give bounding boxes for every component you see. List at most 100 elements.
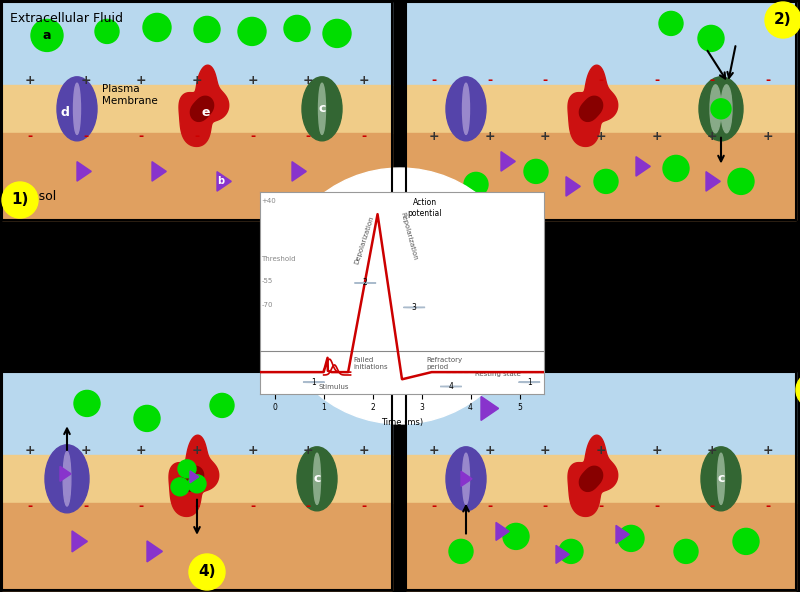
Polygon shape xyxy=(616,526,630,543)
Ellipse shape xyxy=(701,447,741,511)
Ellipse shape xyxy=(721,85,732,133)
Ellipse shape xyxy=(446,447,486,511)
Text: +: + xyxy=(359,445,370,458)
Circle shape xyxy=(796,372,800,408)
Bar xyxy=(406,2,796,220)
Text: +: + xyxy=(763,130,774,143)
Text: -: - xyxy=(194,130,199,143)
Text: Plasma
Membrane: Plasma Membrane xyxy=(102,84,158,106)
Text: -: - xyxy=(710,500,715,513)
Text: +: + xyxy=(192,445,202,458)
Circle shape xyxy=(2,182,38,218)
Text: -: - xyxy=(138,500,144,513)
Text: c: c xyxy=(314,472,321,485)
Text: Extracellular Fluid: Extracellular Fluid xyxy=(10,12,123,25)
Bar xyxy=(406,455,796,503)
Polygon shape xyxy=(496,522,509,540)
Ellipse shape xyxy=(710,85,721,133)
Text: Action
potential: Action potential xyxy=(407,198,442,218)
Text: +40: +40 xyxy=(262,198,276,204)
Text: +: + xyxy=(25,75,35,88)
Text: -: - xyxy=(710,75,715,88)
Bar xyxy=(2,372,392,590)
Circle shape xyxy=(663,155,689,181)
Text: +: + xyxy=(429,445,439,458)
Circle shape xyxy=(171,478,189,496)
Polygon shape xyxy=(217,172,231,191)
Circle shape xyxy=(194,17,220,43)
Text: 1: 1 xyxy=(311,378,316,387)
Text: +: + xyxy=(596,445,606,458)
Circle shape xyxy=(440,386,462,387)
Text: +: + xyxy=(192,75,202,88)
Text: +: + xyxy=(429,130,439,143)
Text: +: + xyxy=(80,75,91,88)
Text: -: - xyxy=(598,500,603,513)
Circle shape xyxy=(733,529,759,554)
Text: -: - xyxy=(362,500,366,513)
Circle shape xyxy=(711,99,731,119)
Circle shape xyxy=(210,394,234,417)
Circle shape xyxy=(134,406,160,432)
Bar xyxy=(406,85,796,133)
Text: +: + xyxy=(303,445,314,458)
Text: +: + xyxy=(247,75,258,88)
Polygon shape xyxy=(636,157,650,176)
Circle shape xyxy=(188,475,206,493)
Polygon shape xyxy=(579,466,602,491)
Text: Stimulus: Stimulus xyxy=(318,384,350,390)
Polygon shape xyxy=(481,397,498,420)
Ellipse shape xyxy=(699,77,743,141)
Text: d: d xyxy=(61,107,70,120)
Text: -: - xyxy=(654,500,659,513)
Text: +: + xyxy=(80,445,91,458)
Ellipse shape xyxy=(462,83,470,134)
Ellipse shape xyxy=(45,445,89,513)
Circle shape xyxy=(765,2,800,38)
Polygon shape xyxy=(72,531,87,552)
Text: -: - xyxy=(83,130,88,143)
Circle shape xyxy=(503,523,529,549)
Polygon shape xyxy=(556,545,570,564)
Text: -: - xyxy=(487,75,492,88)
Polygon shape xyxy=(181,466,203,491)
Text: +: + xyxy=(484,445,495,458)
Text: -: - xyxy=(542,75,548,88)
Text: -: - xyxy=(766,500,770,513)
Polygon shape xyxy=(60,466,71,481)
Bar xyxy=(406,372,796,455)
Polygon shape xyxy=(501,152,515,171)
Bar xyxy=(2,2,392,220)
Text: +: + xyxy=(651,130,662,143)
Polygon shape xyxy=(566,176,580,196)
X-axis label: Time (ms): Time (ms) xyxy=(381,418,423,427)
Text: +: + xyxy=(540,130,550,143)
Text: +: + xyxy=(707,445,718,458)
Text: Resting state: Resting state xyxy=(475,371,521,378)
Bar xyxy=(406,133,796,220)
Text: a: a xyxy=(42,29,51,42)
Text: -: - xyxy=(654,75,659,88)
Circle shape xyxy=(284,15,310,41)
Ellipse shape xyxy=(74,83,81,134)
Circle shape xyxy=(354,282,376,284)
Text: 2: 2 xyxy=(363,278,368,288)
Text: -: - xyxy=(27,130,33,143)
Bar xyxy=(2,455,392,503)
Circle shape xyxy=(659,11,683,36)
Text: -: - xyxy=(306,500,311,513)
Text: +: + xyxy=(359,75,370,88)
Text: -: - xyxy=(362,130,366,143)
Text: +: + xyxy=(136,75,146,88)
Circle shape xyxy=(143,14,171,41)
Text: -: - xyxy=(83,500,88,513)
Bar xyxy=(2,133,392,220)
Circle shape xyxy=(31,20,63,52)
Text: c: c xyxy=(718,472,725,485)
Ellipse shape xyxy=(462,453,470,504)
Y-axis label: Voltage (mV): Voltage (mV) xyxy=(250,266,258,320)
Polygon shape xyxy=(190,96,214,121)
Text: 4): 4) xyxy=(198,565,216,580)
Text: +: + xyxy=(707,130,718,143)
Text: +: + xyxy=(540,445,550,458)
